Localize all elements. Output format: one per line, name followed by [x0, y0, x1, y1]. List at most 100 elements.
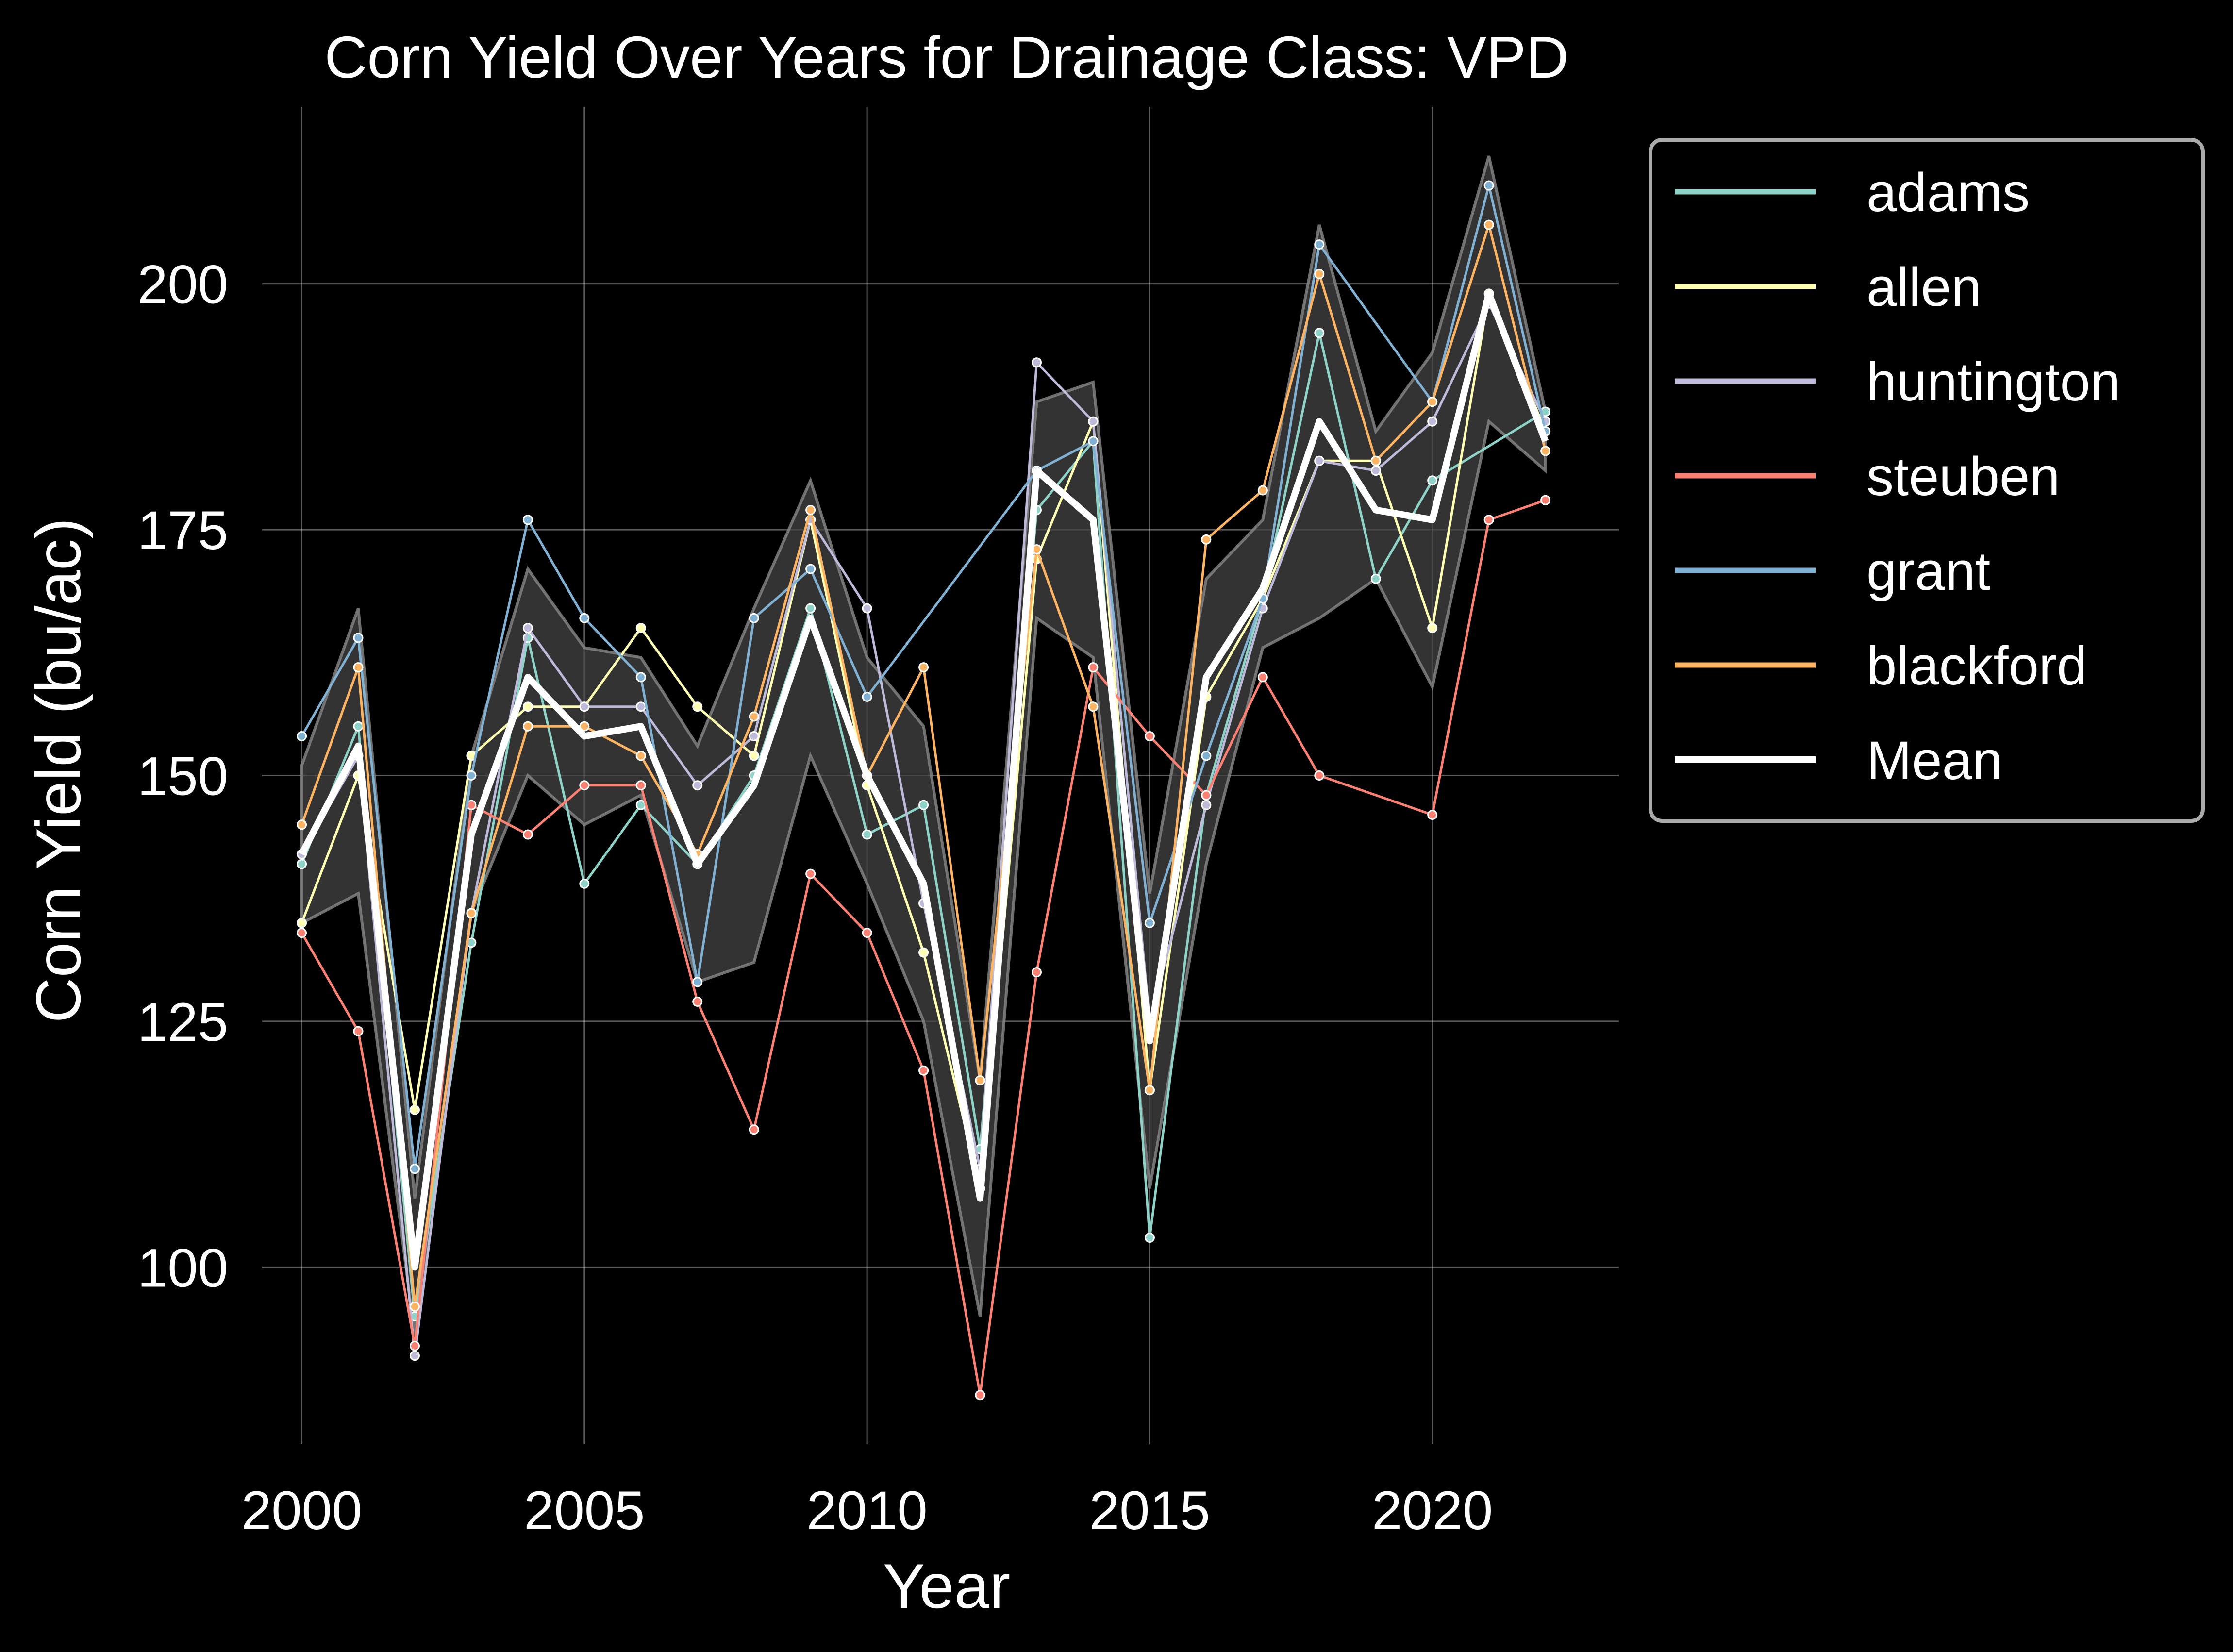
data-point-huntington [579, 701, 590, 712]
data-point-grant [749, 613, 759, 623]
series-lines [297, 180, 1551, 1401]
data-point-allen [692, 701, 703, 712]
range-band [300, 155, 1547, 1336]
data-point-steuben [805, 868, 816, 879]
data-point-steuben [522, 829, 533, 840]
data-point-grant [635, 672, 646, 683]
legend-label-grant: grant [1866, 541, 1990, 601]
data-point-blackford [1370, 455, 1381, 466]
data-point-steuben [1540, 495, 1551, 505]
chart-title: Corn Yield Over Years for Drainage Class… [324, 24, 1568, 90]
data-point-blackford [749, 711, 759, 722]
y-axis-ticks: 100 125 150 175 200 [137, 254, 228, 1299]
data-point-steuben [1144, 731, 1155, 741]
data-point-blackford [409, 1301, 420, 1312]
data-point-steuben [1483, 515, 1494, 525]
data-point-huntington [635, 701, 646, 712]
data-point-steuben [692, 996, 703, 1007]
data-point-grant [692, 977, 703, 987]
data-point-adams [635, 800, 646, 810]
data-point-steuben [409, 1340, 420, 1351]
data-point-blackford [1257, 485, 1268, 496]
y-tick-label: 200 [137, 254, 228, 315]
y-axis-label: Corn Yield (bu/ac) [23, 518, 94, 1023]
data-point-adams [579, 878, 590, 889]
data-point-huntington [749, 731, 759, 741]
data-point-huntington [409, 1351, 420, 1361]
series-line-grant [300, 184, 1547, 1170]
series-line-Mean [299, 290, 1549, 1271]
data-point-adams [297, 859, 307, 869]
data-point-adams [1144, 1233, 1155, 1243]
data-point-blackford [579, 721, 590, 732]
legend-label-adams: adams [1866, 162, 2030, 223]
data-point-blackford [1427, 397, 1438, 407]
data-point-huntington [692, 780, 703, 791]
data-point-steuben [749, 1124, 759, 1135]
data-point-blackford [805, 505, 816, 516]
data-point-allen [918, 947, 929, 958]
data-point-adams [805, 603, 816, 614]
data-point-grant [466, 770, 477, 781]
y-tick-label: 150 [137, 746, 228, 807]
data-point-grant [1088, 436, 1099, 447]
data-point-adams [1427, 475, 1438, 486]
y-tick-label: 100 [137, 1237, 228, 1298]
data-point-steuben [1257, 672, 1268, 683]
data-point-blackford [1540, 446, 1551, 456]
data-point-grant [522, 515, 533, 525]
x-tick-label: 2020 [1372, 1480, 1493, 1541]
data-point-blackford [1088, 701, 1099, 712]
legend-label-Mean: Mean [1866, 730, 2002, 791]
data-point-allen [749, 751, 759, 761]
data-point-huntington [1201, 800, 1212, 810]
data-point-steuben [635, 780, 646, 791]
data-point-huntington [1031, 357, 1042, 368]
data-point-blackford [353, 662, 364, 673]
x-axis-ticks: 2000 2005 2010 2015 2020 [241, 1480, 1493, 1541]
data-point-huntington [1088, 416, 1099, 427]
legend-label-allen: allen [1866, 257, 1982, 317]
data-point-adams [353, 721, 364, 732]
data-point-steuben [1201, 790, 1212, 801]
data-point-blackford [522, 721, 533, 732]
data-point-adams [862, 829, 872, 840]
data-point-blackford [1483, 219, 1494, 230]
data-point-steuben [297, 928, 307, 938]
data-point-steuben [579, 780, 590, 791]
data-point-huntington [1370, 466, 1381, 476]
y-tick-label: 175 [137, 500, 228, 561]
data-point-steuben [975, 1390, 985, 1401]
legend-label-steuben: steuben [1866, 446, 2060, 507]
data-point-grant [579, 613, 590, 623]
legend-label-blackford: blackford [1866, 635, 2087, 696]
x-axis-label: Year [883, 1551, 1011, 1621]
legend-frame [1649, 138, 2205, 823]
x-tick-label: 2005 [524, 1480, 645, 1541]
data-point-steuben [1031, 967, 1042, 978]
data-point-huntington [522, 623, 533, 634]
data-point-grant [1314, 239, 1325, 250]
data-point-grant [1201, 751, 1212, 761]
data-point-blackford [918, 662, 929, 673]
data-point-blackford [297, 819, 307, 830]
data-point-huntington [1314, 455, 1325, 466]
x-tick-label: 2000 [241, 1480, 362, 1541]
data-point-adams [1314, 328, 1325, 338]
data-point-allen [297, 918, 307, 928]
data-point-grant [1144, 918, 1155, 928]
data-point-blackford [635, 751, 646, 761]
data-point-grant [862, 691, 872, 702]
data-point-allen [1427, 623, 1438, 634]
y-tick-label: 125 [137, 992, 228, 1052]
legend-label-huntington: huntington [1866, 351, 2120, 412]
data-point-adams [1370, 573, 1381, 584]
legend: adams allen huntington steuben grant blackfor… [1649, 138, 2205, 823]
x-tick-label: 2010 [807, 1480, 928, 1541]
data-point-blackford [1201, 534, 1212, 545]
data-point-grant [805, 564, 816, 574]
data-point-blackford [1314, 268, 1325, 279]
data-point-grant [353, 633, 364, 643]
data-point-steuben [862, 928, 872, 938]
